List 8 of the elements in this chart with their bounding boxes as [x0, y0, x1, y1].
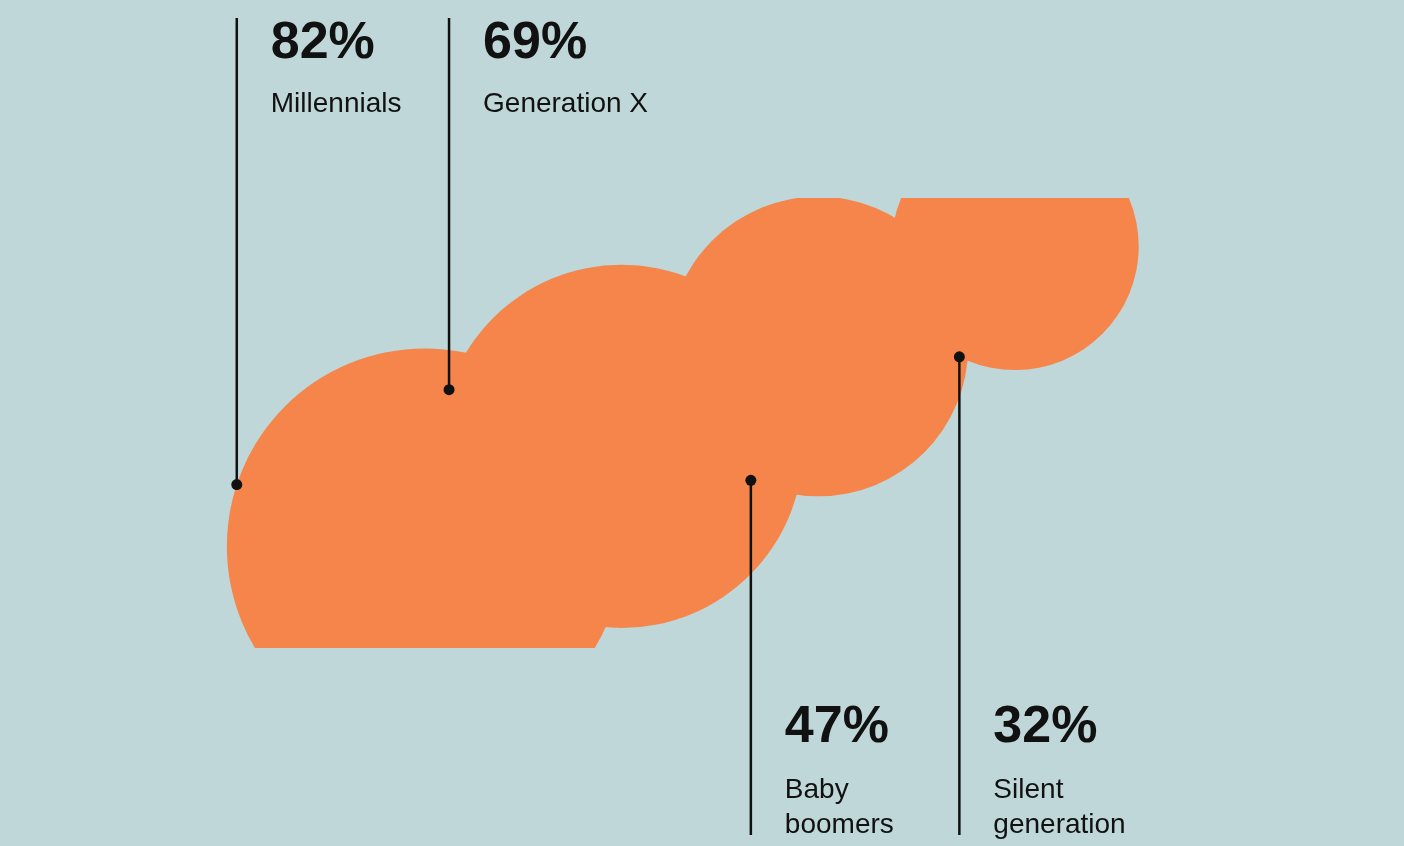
category-label: Generation X: [483, 87, 649, 118]
category-label: Baby boomers: [784, 773, 894, 839]
data-label: 47%: [784, 695, 889, 753]
data-label: 82%: [270, 11, 375, 69]
category-label: Millennials: [270, 87, 402, 118]
data-label: 69%: [483, 11, 588, 69]
data-label: 32%: [993, 695, 1098, 753]
category-label: Silent generation: [993, 773, 1126, 839]
